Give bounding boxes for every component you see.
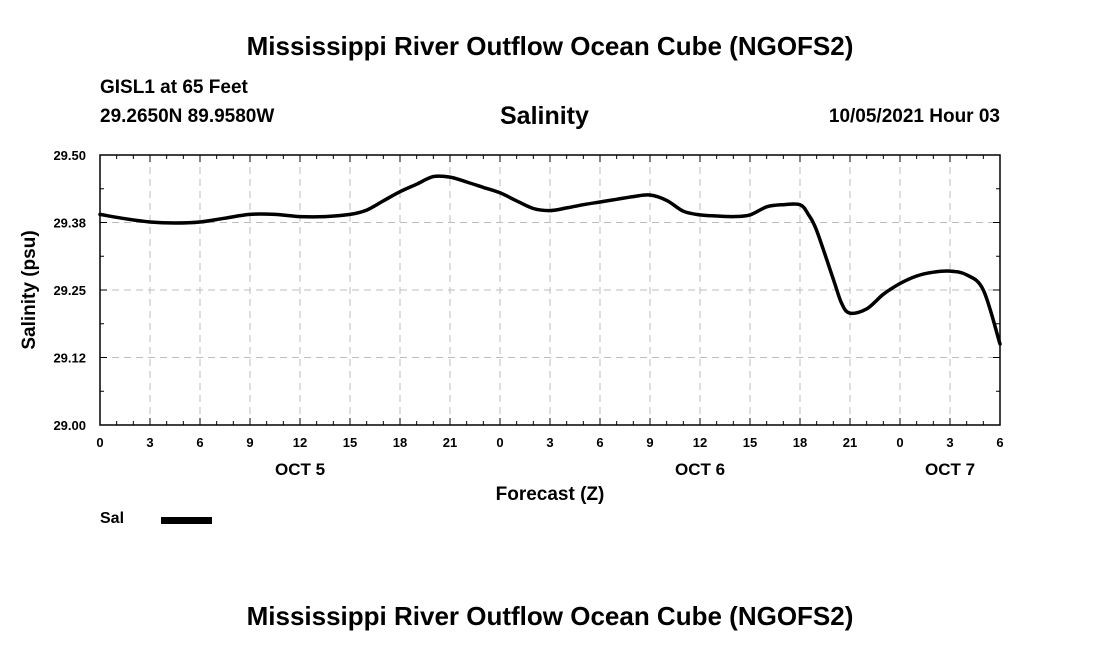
chart-title: Salinity bbox=[500, 102, 589, 130]
x-tick-label: 9 bbox=[646, 435, 653, 450]
x-tick-label: 12 bbox=[293, 435, 307, 450]
date-label: OCT 5 bbox=[275, 460, 325, 479]
x-axis-label: Forecast (Z) bbox=[496, 484, 605, 505]
series-line-sal bbox=[98, 174, 1002, 346]
series bbox=[98, 174, 1002, 346]
x-tick-label: 9 bbox=[246, 435, 253, 450]
x-tick-label: 18 bbox=[393, 435, 407, 450]
x-tick-label: 12 bbox=[693, 435, 707, 450]
y-tick-label: 29.38 bbox=[53, 216, 86, 231]
x-tick-label: 6 bbox=[996, 435, 1003, 450]
x-tick-label: 6 bbox=[596, 435, 603, 450]
x-tick-label: 3 bbox=[146, 435, 153, 450]
legend-label: Sal bbox=[100, 510, 125, 527]
x-tick-label: 21 bbox=[443, 435, 457, 450]
date-label: OCT 7 bbox=[925, 460, 975, 479]
y-axis-label: Salinity (psu) bbox=[19, 230, 40, 349]
x-tick-label: 15 bbox=[743, 435, 757, 450]
x-tick-label: 21 bbox=[843, 435, 857, 450]
forecast-datetime: 10/05/2021 Hour 03 bbox=[828, 106, 1000, 127]
x-tick-label: 3 bbox=[546, 435, 553, 450]
x-tick-label: 0 bbox=[896, 435, 903, 450]
x-tick-label: 0 bbox=[96, 435, 103, 450]
x-tick-label: 3 bbox=[946, 435, 953, 450]
y-tick-label: 29.25 bbox=[53, 283, 86, 298]
x-tick-label: 15 bbox=[343, 435, 357, 450]
station-name: GISL1 at 65 Feet bbox=[100, 77, 248, 98]
tick-labels: 0 3 6 9 12 15 18 21 0 3 6 9 12 15 18 21 0 3 6 29.00 29.12 29.… bbox=[53, 148, 1003, 479]
y-tick-label: 29.12 bbox=[53, 351, 86, 366]
station-coordinates: 29.2650N 89.9580W bbox=[100, 106, 275, 127]
legend-swatch bbox=[161, 517, 212, 524]
y-tick-label: 29.00 bbox=[53, 418, 86, 433]
x-tick-label: 0 bbox=[496, 435, 503, 450]
date-label: OCT 6 bbox=[675, 460, 725, 479]
footer-title: Mississippi River Outflow Ocean Cube (NG… bbox=[246, 601, 854, 631]
x-tick-label: 18 bbox=[793, 435, 807, 450]
plot-frame bbox=[99, 154, 1001, 426]
y-tick-label: 29.50 bbox=[53, 148, 86, 163]
grid bbox=[100, 155, 1000, 425]
page-title: Mississippi River Outflow Ocean Cube (NG… bbox=[246, 31, 854, 61]
x-tick-label: 6 bbox=[196, 435, 203, 450]
